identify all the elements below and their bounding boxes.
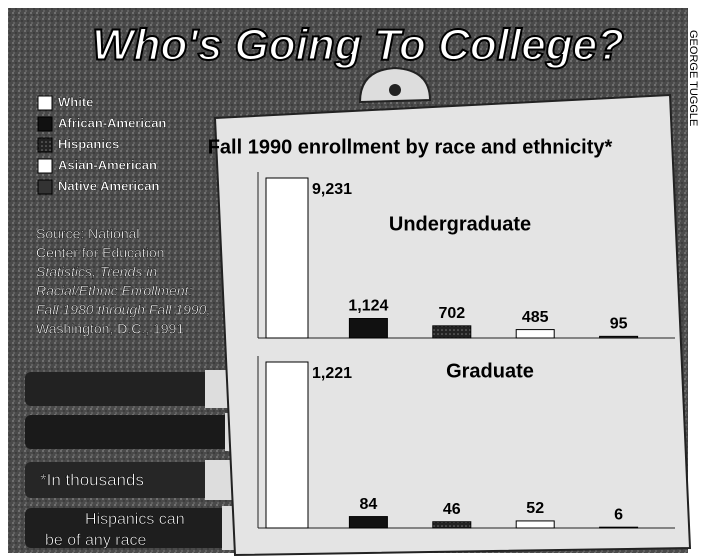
legend-swatch	[37, 95, 53, 111]
bar	[432, 521, 472, 529]
clipboard	[213, 93, 692, 557]
legend: White African-American Hispanics Asian-Amer…	[37, 94, 167, 195]
credit: GEORGE TUGGLE	[687, 30, 699, 126]
value-label: 46	[443, 501, 461, 518]
value-label: 95	[610, 316, 628, 333]
bar	[348, 516, 388, 529]
panel-title: Graduate	[446, 360, 534, 382]
bar	[265, 177, 309, 339]
charts: Undergraduate 9,231 1,124 702 485 95 Graduate 1…	[257, 172, 675, 529]
bar	[515, 520, 555, 529]
footnote: Hispanics can	[85, 511, 185, 528]
value-label: 1,124	[348, 298, 388, 315]
bar	[599, 526, 639, 529]
legend-label: Asian-American	[58, 157, 157, 172]
legend-label: Hispanics	[58, 136, 119, 151]
source-line: Washington, D.C., 1991	[36, 321, 184, 337]
bar	[515, 329, 555, 339]
source-line: Fall 1980 through Fall 1990,	[36, 302, 210, 318]
source-line: Statistics, Trends in	[36, 264, 157, 280]
legend-label: Native American	[58, 178, 159, 193]
source: Source: National Center for Education Stat…	[36, 226, 211, 337]
bar	[265, 361, 309, 529]
value-label: 702	[438, 305, 465, 322]
bar	[599, 335, 639, 339]
value-label: 52	[526, 500, 544, 517]
source-line: Source: National	[36, 226, 140, 242]
value-label: 6	[614, 506, 623, 523]
clip-hole	[389, 84, 401, 96]
value-label: 9,231	[312, 181, 352, 198]
value-label: 1,221	[312, 365, 352, 382]
bar	[348, 318, 388, 339]
heading: Fall 1990 enrollment by race and ethnici…	[208, 136, 613, 158]
value-label: 84	[360, 496, 378, 513]
source-line: Center for Education	[36, 245, 164, 261]
legend-swatch	[37, 137, 53, 153]
source-line: Racial/Ethnic Enrollment:	[36, 283, 193, 299]
legend-swatch	[37, 179, 53, 195]
bar	[432, 325, 472, 339]
legend-label: African-American	[58, 115, 166, 130]
main-title: Who's Going To College?	[92, 21, 624, 70]
panel-title: Undergraduate	[389, 213, 531, 235]
value-label: 485	[522, 309, 549, 326]
footnote: *In thousands	[40, 470, 144, 489]
legend-swatch	[37, 116, 53, 132]
footnote: be of any race	[45, 532, 147, 549]
legend-label: White	[58, 94, 93, 109]
legend-swatch	[37, 158, 53, 174]
